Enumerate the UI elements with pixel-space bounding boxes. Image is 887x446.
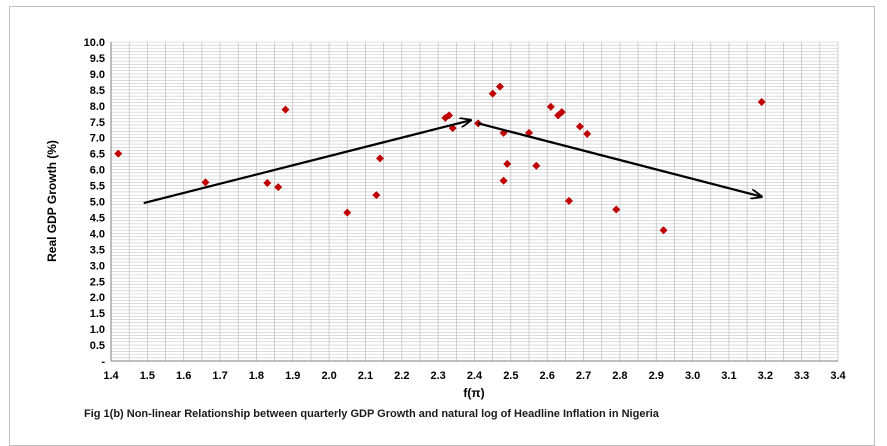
x-tick-label: 1.6 [176, 370, 191, 382]
y-tick-label: 9.0 [90, 69, 105, 81]
data-point [583, 129, 592, 138]
y-tick-label: 6.0 [90, 165, 105, 177]
gridlines [110, 41, 839, 362]
data-point [372, 191, 381, 200]
y-tick-label: 8.0 [90, 101, 105, 113]
y-tick-label: 7.5 [90, 117, 105, 129]
data-point [114, 149, 123, 158]
data-point [488, 89, 497, 98]
x-tick-label: 2.5 [503, 370, 518, 382]
axes [110, 42, 838, 362]
x-tick-label: 1.7 [212, 370, 227, 382]
x-tick-label: 1.8 [249, 370, 264, 382]
x-tick-label: 3.4 [830, 370, 846, 382]
scatter-chart: 1.4 1.5 1.6 1.7 1.8 1.9 2.0 2.1 2.2 2.3 2.4 2.5 2.6 2… [45, 37, 847, 400]
y-tick-label: 1.0 [90, 324, 105, 336]
x-tick-label: 2.0 [321, 370, 336, 382]
data-point [575, 122, 584, 131]
x-tick-label: 2.7 [576, 370, 591, 382]
data-point [201, 178, 210, 187]
y-tick-label: 2.5 [90, 276, 105, 288]
data-point [659, 226, 668, 235]
x-tick-label: 2.8 [612, 370, 627, 382]
x-tick-label: 2.6 [540, 370, 555, 382]
y-tick-label: 4.5 [90, 212, 105, 224]
y-tick-label: - [101, 356, 105, 368]
data-point [532, 161, 541, 170]
y-tick-labels: - 0.5 1.0 1.5 2.0 2.5 3.0 3.5 4.0 4.5 5.0 5.5 6.0 6.5… [84, 37, 106, 368]
x-tick-label: 3.2 [758, 370, 773, 382]
y-tick-label: 3.5 [90, 244, 105, 256]
data-point [499, 176, 508, 185]
y-tick-label: 1.5 [90, 308, 105, 320]
trend-arrow [143, 120, 471, 205]
data-point [565, 196, 574, 205]
x-tick-label: 2.3 [431, 370, 446, 382]
data-point [281, 105, 290, 114]
x-tick-label: 1.4 [103, 370, 119, 382]
y-tick-label: 10.0 [84, 37, 105, 49]
data-point [612, 205, 621, 214]
x-tick-label: 3.0 [685, 370, 700, 382]
data-point [445, 111, 454, 120]
x-tick-label: 1.5 [140, 370, 155, 382]
x-tick-label: 3.1 [721, 370, 736, 382]
x-tick-label: 2.1 [358, 370, 373, 382]
x-tick-label: 2.2 [394, 370, 409, 382]
trend-arrows [143, 120, 762, 205]
data-point [343, 208, 352, 217]
data-point [546, 102, 555, 111]
data-point [274, 183, 283, 192]
x-tick-label: 3.3 [794, 370, 809, 382]
y-tick-label: 5.5 [90, 181, 105, 193]
x-tick-label: 1.9 [285, 370, 300, 382]
trend-arrow [477, 122, 762, 196]
y-tick-label: 7.0 [90, 133, 105, 145]
x-tick-labels: 1.4 1.5 1.6 1.7 1.8 1.9 2.0 2.1 2.2 2.3 2.4 2.5 2.6 2… [103, 370, 846, 382]
data-point [557, 108, 566, 117]
y-tick-label: 6.5 [90, 149, 105, 161]
y-tick-label: 8.5 [90, 85, 105, 97]
data-point [375, 154, 384, 163]
x-tick-label: 2.4 [467, 370, 483, 382]
y-tick-label: 0.5 [90, 340, 105, 352]
data-point [263, 178, 272, 187]
y-tick-label: 3.0 [90, 260, 105, 272]
x-tick-label: 2.9 [649, 370, 664, 382]
y-axis-title: Real GDP Growth (%) [45, 140, 59, 262]
data-point [448, 124, 457, 133]
y-tick-label: 2.0 [90, 292, 105, 304]
data-point [495, 82, 504, 91]
y-tick-label: 5.0 [90, 197, 105, 209]
data-point [503, 159, 512, 168]
figure-caption: Fig 1(b) Non-linear Relationship between… [84, 408, 659, 420]
y-tick-label: 4.0 [90, 228, 105, 240]
data-point [757, 97, 766, 106]
y-tick-label: 9.5 [90, 53, 105, 65]
x-axis-title: f(π) [463, 386, 484, 400]
